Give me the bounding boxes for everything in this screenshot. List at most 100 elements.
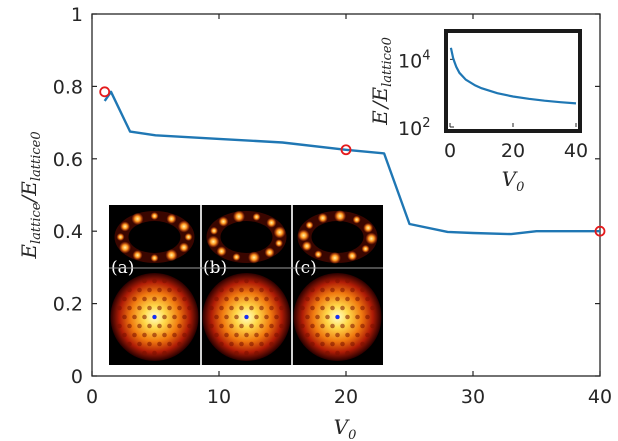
ring-spot: [216, 246, 227, 257]
inset-axes: 0 20 40 104 102 V0 E/Elattice0: [368, 29, 588, 195]
lattice-dot: [177, 323, 182, 329]
main-x-ticks: 0 10 20 30 40: [86, 14, 612, 408]
y-tick-label: 1: [71, 4, 83, 26]
lattice-dot: [300, 305, 305, 311]
lattice-dot: [187, 305, 192, 311]
lattice-dot: [340, 341, 345, 347]
lattice-dot: [269, 287, 274, 293]
lattice-dot: [117, 305, 122, 311]
lattice-dot: [335, 278, 340, 284]
lattice-dot: [157, 341, 162, 347]
lattice-dot: [325, 296, 330, 302]
lattice-dot: [335, 332, 340, 338]
ring-spot: [352, 215, 361, 224]
lattice-dot: [147, 323, 152, 329]
lattice-dot: [229, 287, 234, 293]
lattice-dot: [335, 296, 340, 302]
lattice-dot: [224, 332, 229, 338]
lattice-dot: [209, 305, 214, 311]
lattice-dot: [310, 287, 315, 293]
lattice-dot: [172, 296, 177, 302]
ring-spot: [166, 213, 177, 224]
ring-spot: [252, 212, 261, 221]
lattice-dot: [239, 305, 244, 311]
lattice-dot: [254, 314, 259, 320]
ring-spot: [184, 233, 193, 241]
lattice-dot: [345, 296, 350, 302]
lattice-dot: [167, 287, 172, 293]
lattice-dot: [305, 314, 310, 320]
lattice-dot: [264, 314, 269, 320]
main-markers: [99, 86, 606, 237]
lattice-dot: [177, 287, 182, 293]
lattice-dot: [350, 341, 355, 347]
lattice-dot: [259, 305, 264, 311]
lattice-dot: [370, 305, 375, 311]
inset-y-axis-label: E/Elattice0: [368, 37, 395, 126]
lattice-dot: [274, 332, 279, 338]
lattice-dot: [279, 305, 284, 311]
inset-x-tick-label: 40: [564, 140, 588, 162]
x-tick-label: 20: [334, 386, 358, 408]
lattice-dot: [274, 314, 279, 320]
lattice-dot: [335, 350, 340, 356]
inset-y-tick-label: 104: [398, 48, 430, 72]
lattice-dot: [370, 323, 375, 329]
lattice-dot: [234, 332, 239, 338]
ring-core: [220, 221, 273, 253]
lattice-dot: [330, 305, 335, 311]
lattice-dot: [162, 350, 167, 356]
inset-plot-frame: [444, 29, 582, 133]
lattice-dot: [355, 314, 360, 320]
ring-spot: [363, 222, 374, 233]
lattice-dot: [274, 296, 279, 302]
ring-spot: [317, 213, 328, 224]
y-axis-label: Elattice/Elattice0: [17, 131, 44, 259]
lattice-dot: [360, 305, 365, 311]
lattice-dot: [345, 332, 350, 338]
lattice-dot: [345, 350, 350, 356]
lattice-dot: [142, 278, 147, 284]
ring-spot: [150, 212, 159, 220]
lattice-dot: [147, 287, 152, 293]
lattice-dot: [249, 341, 254, 347]
lattice-dot: [320, 323, 325, 329]
lattice-dot: [254, 350, 259, 356]
lattice-dot: [224, 296, 229, 302]
lattice-dot: [320, 341, 325, 347]
ring-spot: [273, 226, 286, 239]
lattice-dot: [132, 332, 137, 338]
lattice-dot: [365, 332, 370, 338]
lattice-dot: [279, 323, 284, 329]
lattice-dot: [142, 296, 147, 302]
inset-x-tick-label: 0: [444, 140, 456, 162]
lattice-dot: [244, 296, 249, 302]
density-panel: (c): [293, 210, 382, 361]
lattice-dot: [137, 287, 142, 293]
inset-y-tick-label: 102: [398, 116, 430, 140]
ring-spot: [119, 241, 132, 254]
inset-x-tick-labels: 0 20 40: [444, 140, 588, 162]
lattice-dot: [177, 341, 182, 347]
lattice-dot: [244, 278, 249, 284]
lattice-dot: [167, 323, 172, 329]
ring-spot: [274, 239, 283, 248]
lattice-dot: [315, 296, 320, 302]
lattice-dot: [157, 323, 162, 329]
main-series-line: [103, 90, 600, 236]
ring-spot: [207, 235, 220, 248]
lattice-dot: [117, 323, 122, 329]
lattice-dot: [214, 332, 219, 338]
density-panel: (a): [110, 211, 199, 361]
lattice-dot: [310, 305, 315, 311]
y-tick-label: 0.4: [53, 221, 83, 243]
lattice-dot: [365, 314, 370, 320]
ring-spot: [314, 250, 323, 259]
lattice-dot: [187, 323, 192, 329]
density-panels: (a) (b) (c): [109, 205, 383, 365]
lattice-dot: [229, 305, 234, 311]
lattice-dot: [234, 350, 239, 356]
ring-spot: [297, 229, 310, 242]
lattice-dot: [229, 323, 234, 329]
